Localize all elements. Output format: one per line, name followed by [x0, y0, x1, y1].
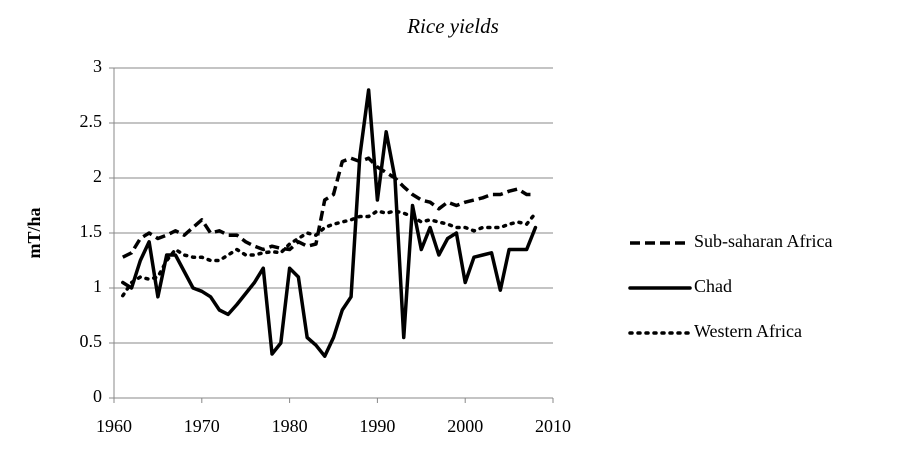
x-tick-label: 2000	[447, 416, 483, 436]
line	[121, 88, 538, 358]
legend-label: Chad	[694, 276, 732, 296]
line	[121, 156, 536, 259]
y-tick-label: 1.5	[80, 221, 103, 241]
chart-title: Rice yields	[406, 14, 499, 38]
y-tick-label: 2.5	[80, 111, 103, 131]
y-tick-label: 3	[93, 56, 102, 76]
line	[121, 209, 538, 298]
y-tick-label: 2	[93, 166, 102, 186]
y-axis-label: mT/ha	[24, 207, 44, 258]
x-tick-label: 1960	[96, 416, 132, 436]
x-tick-label: 1990	[359, 416, 395, 436]
x-tick-label: 2010	[535, 416, 571, 436]
legend-label: Sub-saharan Africa	[694, 231, 832, 251]
y-tick-label: 0.5	[80, 331, 103, 351]
x-tick-label: 1970	[184, 416, 220, 436]
legend-label: Western Africa	[694, 321, 802, 341]
y-tick-label: 0	[93, 386, 102, 406]
x-tick-label: 1980	[272, 416, 308, 436]
y-tick-label: 1	[93, 276, 102, 296]
